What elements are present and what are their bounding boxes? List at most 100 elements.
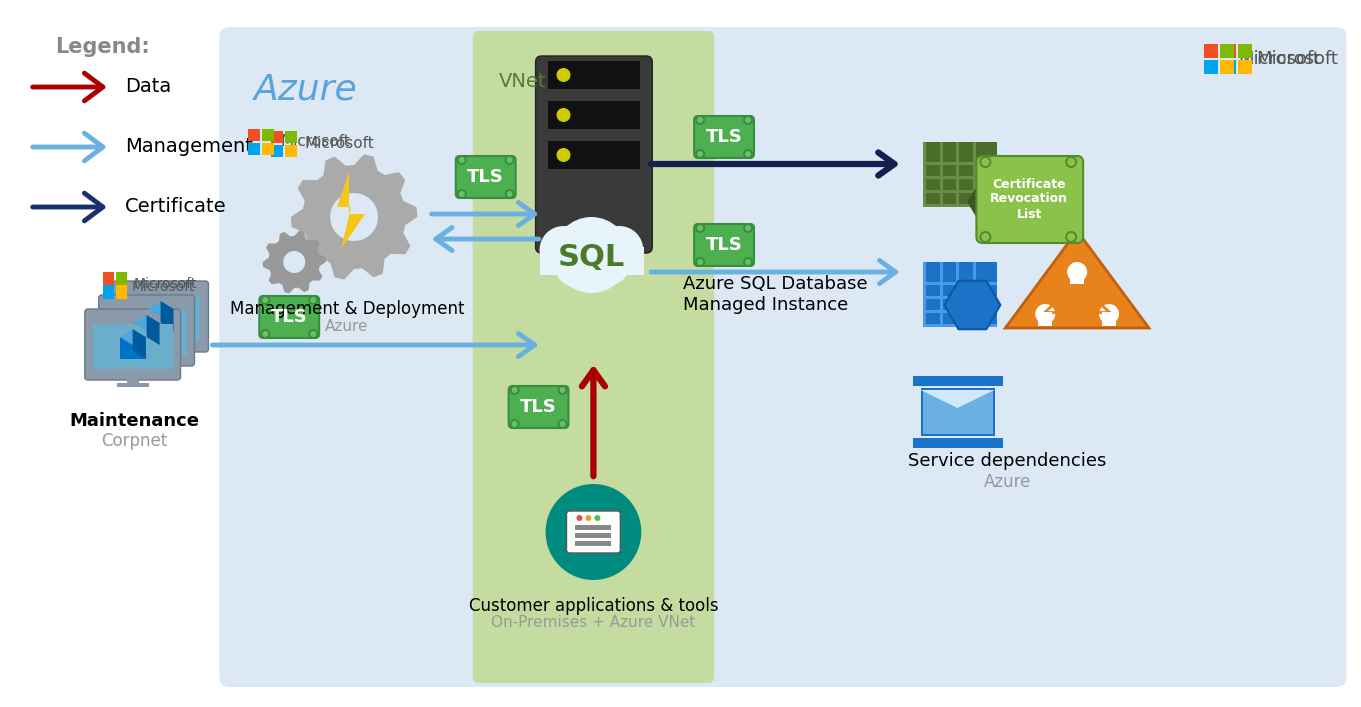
Circle shape bbox=[595, 515, 600, 521]
Circle shape bbox=[505, 189, 514, 199]
Circle shape bbox=[743, 257, 753, 267]
Bar bbox=[121, 296, 200, 341]
FancyBboxPatch shape bbox=[113, 281, 208, 352]
Circle shape bbox=[1100, 304, 1119, 324]
Bar bbox=[923, 142, 998, 207]
Bar bbox=[923, 262, 925, 327]
Text: Azure: Azure bbox=[984, 473, 1032, 491]
Bar bbox=[144, 355, 177, 359]
FancyBboxPatch shape bbox=[84, 309, 181, 380]
Circle shape bbox=[697, 151, 704, 157]
Polygon shape bbox=[133, 315, 159, 331]
FancyBboxPatch shape bbox=[536, 56, 652, 253]
FancyBboxPatch shape bbox=[456, 156, 516, 198]
Circle shape bbox=[695, 223, 705, 233]
Bar bbox=[547, 141, 640, 169]
Text: Customer applications & tools: Customer applications & tools bbox=[468, 597, 719, 615]
Circle shape bbox=[505, 155, 514, 165]
Circle shape bbox=[558, 419, 568, 429]
Circle shape bbox=[744, 225, 751, 231]
Bar bbox=[248, 129, 260, 141]
Circle shape bbox=[263, 297, 268, 303]
Circle shape bbox=[695, 149, 705, 159]
Bar bbox=[913, 376, 1003, 386]
Circle shape bbox=[585, 515, 592, 521]
Text: Azure SQL Database
Managed Instance: Azure SQL Database Managed Instance bbox=[683, 275, 868, 314]
Bar bbox=[248, 143, 260, 155]
Bar bbox=[102, 288, 114, 299]
Bar bbox=[1222, 44, 1236, 58]
Circle shape bbox=[512, 387, 517, 393]
Text: Legend:: Legend: bbox=[54, 37, 150, 57]
Circle shape bbox=[308, 329, 318, 339]
Text: Management: Management bbox=[125, 137, 253, 156]
Text: VNet: VNet bbox=[498, 72, 546, 91]
Circle shape bbox=[697, 117, 704, 123]
Circle shape bbox=[512, 421, 517, 427]
Circle shape bbox=[506, 157, 513, 163]
Circle shape bbox=[555, 247, 595, 287]
Circle shape bbox=[559, 421, 566, 427]
Bar bbox=[286, 131, 297, 143]
Circle shape bbox=[557, 68, 570, 82]
FancyBboxPatch shape bbox=[566, 511, 621, 553]
Circle shape bbox=[459, 157, 464, 163]
Polygon shape bbox=[283, 251, 305, 273]
Text: TLS: TLS bbox=[706, 128, 743, 146]
Bar bbox=[106, 310, 186, 355]
Circle shape bbox=[577, 515, 583, 521]
FancyBboxPatch shape bbox=[694, 116, 754, 158]
FancyBboxPatch shape bbox=[260, 296, 318, 338]
Bar bbox=[939, 262, 943, 327]
Circle shape bbox=[697, 259, 704, 265]
FancyBboxPatch shape bbox=[509, 386, 569, 428]
Circle shape bbox=[559, 387, 566, 393]
Bar bbox=[155, 347, 166, 357]
Bar bbox=[1237, 44, 1252, 58]
Bar bbox=[1237, 60, 1252, 74]
FancyBboxPatch shape bbox=[976, 156, 1083, 243]
Bar bbox=[1219, 60, 1233, 74]
Bar bbox=[957, 262, 960, 327]
Text: Microsoft: Microsoft bbox=[305, 136, 374, 151]
Circle shape bbox=[1036, 304, 1055, 324]
Text: On-Premises + Azure VNet: On-Premises + Azure VNet bbox=[491, 615, 695, 630]
Bar bbox=[547, 101, 640, 129]
Polygon shape bbox=[120, 329, 146, 345]
Bar bbox=[120, 337, 146, 359]
Polygon shape bbox=[147, 315, 159, 345]
Circle shape bbox=[557, 148, 570, 162]
Bar bbox=[116, 285, 127, 296]
Circle shape bbox=[695, 115, 705, 125]
Polygon shape bbox=[968, 180, 1017, 223]
Circle shape bbox=[509, 419, 520, 429]
FancyBboxPatch shape bbox=[99, 295, 195, 366]
Text: Microsoft: Microsoft bbox=[280, 134, 350, 149]
Text: Management & Deployment: Management & Deployment bbox=[230, 300, 464, 318]
Circle shape bbox=[459, 191, 464, 197]
Circle shape bbox=[506, 191, 513, 197]
Bar bbox=[263, 129, 275, 141]
Circle shape bbox=[743, 149, 753, 159]
Bar bbox=[131, 369, 162, 373]
Text: SQL: SQL bbox=[558, 243, 625, 271]
Circle shape bbox=[743, 223, 753, 233]
Bar bbox=[923, 204, 998, 207]
Circle shape bbox=[260, 295, 271, 305]
Circle shape bbox=[539, 226, 588, 274]
Bar bbox=[102, 275, 114, 286]
Circle shape bbox=[263, 331, 268, 337]
Bar bbox=[116, 272, 127, 283]
Circle shape bbox=[1066, 231, 1077, 243]
Circle shape bbox=[744, 117, 751, 123]
Text: TLS: TLS bbox=[467, 168, 504, 186]
Circle shape bbox=[589, 245, 629, 285]
FancyBboxPatch shape bbox=[219, 27, 1346, 687]
Text: Microsoft: Microsoft bbox=[1256, 50, 1338, 68]
Circle shape bbox=[743, 115, 753, 125]
Bar bbox=[923, 296, 998, 299]
Bar bbox=[117, 383, 148, 387]
Bar bbox=[271, 145, 283, 157]
Bar bbox=[923, 162, 998, 165]
Circle shape bbox=[981, 233, 989, 241]
